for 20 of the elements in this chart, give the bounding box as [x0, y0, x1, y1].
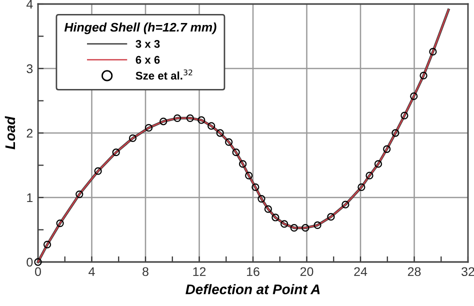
x-tick-label: 24: [354, 267, 368, 276]
y-tick-label: 0: [26, 258, 33, 267]
x-tick-label: 4: [88, 267, 95, 276]
x-tick-label: 16: [247, 267, 260, 276]
y-axis-title: Load: [4, 116, 16, 150]
x-tick-label: 8: [142, 267, 148, 276]
legend-label: 3 x 3: [136, 40, 160, 48]
legend-title: Hinged Shell (h=12.7 mm): [64, 22, 216, 34]
y-tick-label: 3: [26, 64, 33, 74]
x-tick-label: 32: [462, 267, 474, 276]
x-tick-label: 28: [408, 267, 421, 276]
x-tick-label: 0: [35, 267, 41, 276]
y-tick-label: 2: [26, 128, 33, 138]
x-axis-title: Deflection at Point A: [186, 284, 320, 294]
legend-label: 6 x 6: [136, 56, 160, 64]
legend-label: Sze et al.$^{32}$: [136, 69, 192, 80]
y-tick-label: 4: [26, 0, 33, 9]
y-tick-label: 1: [27, 193, 33, 202]
x-tick-label: 12: [193, 267, 206, 276]
x-tick-label: 20: [300, 267, 314, 276]
